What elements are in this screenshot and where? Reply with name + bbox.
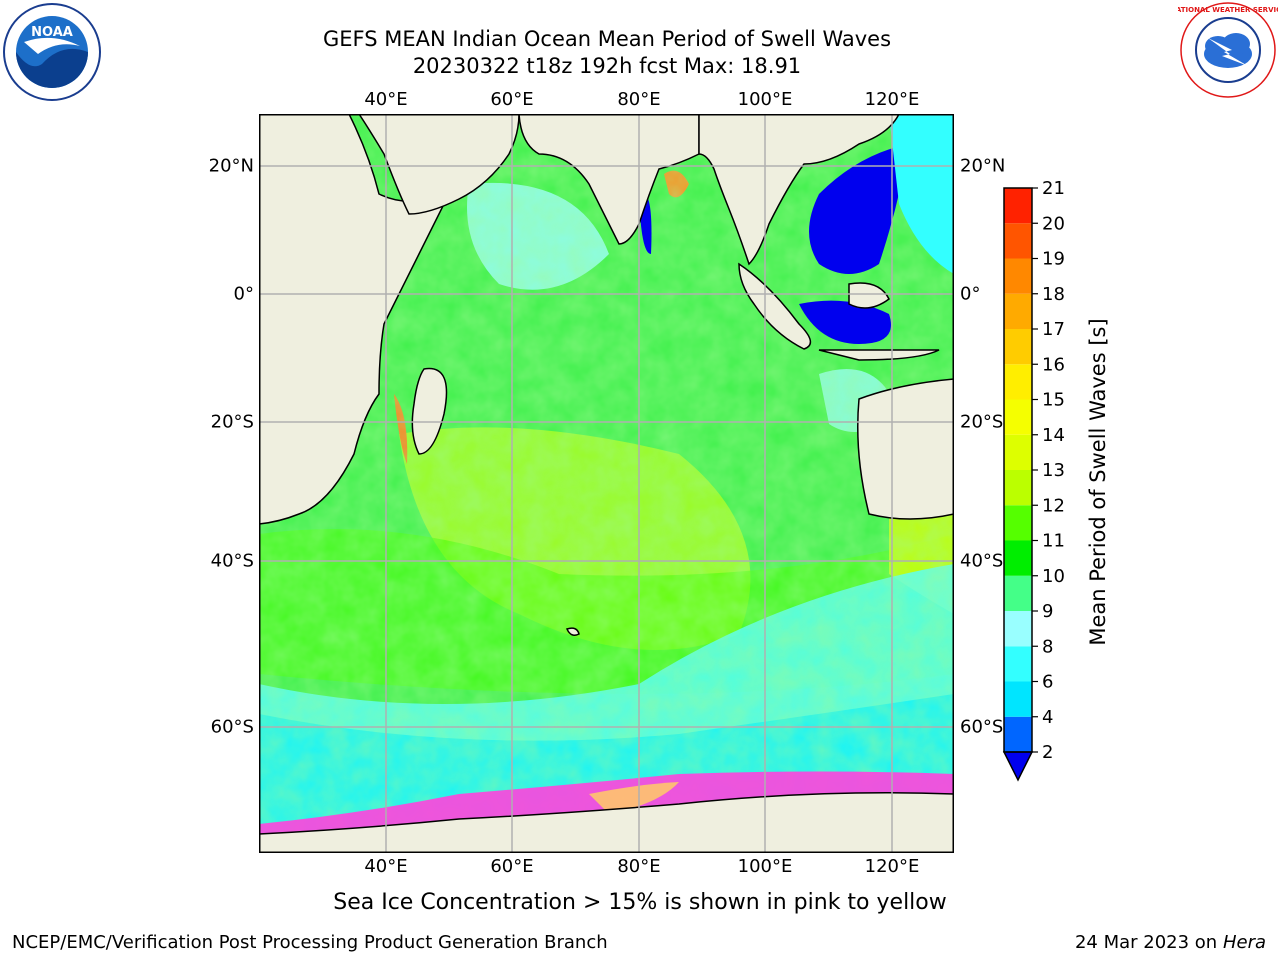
lon-tick-top-120: 120°E bbox=[864, 89, 920, 110]
lat-tick-left-40s: 40°S bbox=[210, 550, 254, 572]
nws-logo-icon: NATIONAL WEATHER SERVICE bbox=[1178, 2, 1278, 98]
colorbar-tick-label: 19 bbox=[1042, 249, 1065, 270]
land-antarctica bbox=[259, 792, 954, 853]
colorbar-swatch bbox=[1004, 470, 1032, 506]
lon-tick-bottom-40: 40°E bbox=[364, 856, 408, 877]
noaa-logo-icon: NOAA bbox=[3, 3, 101, 101]
lat-tick-right-60s: 60°S bbox=[960, 716, 1004, 738]
land-kerguelen bbox=[565, 627, 580, 636]
lat-tick-right-40s: 40°S bbox=[960, 550, 1004, 572]
lat-tick-right-20s: 20°S bbox=[960, 411, 1004, 433]
colorbar-swatch bbox=[1004, 188, 1032, 224]
footer-date: 24 Mar 2023 on Hera bbox=[1074, 932, 1266, 953]
colorbar-under-arrow bbox=[1002, 751, 1034, 782]
colorbar-tick-label: 2 bbox=[1042, 742, 1053, 763]
period-zone-java-sea bbox=[799, 300, 891, 344]
colorbar-tick-label: 16 bbox=[1042, 354, 1065, 375]
colorbar-swatch bbox=[1004, 399, 1032, 435]
land-borneo bbox=[848, 282, 890, 309]
colorbar-tick-label: 9 bbox=[1042, 601, 1053, 622]
colorbar: 2 4 6 8 9 10 11 12 13 14 15 16 17 18 19 20 21 bbox=[1002, 180, 1065, 782]
sea-ice-band-yellow bbox=[589, 782, 679, 814]
colorbar-tick-label: 6 bbox=[1042, 672, 1053, 693]
land-sumatra bbox=[738, 262, 812, 350]
colorbar-tick-label: 12 bbox=[1042, 495, 1065, 516]
colorbar-tick-label: 21 bbox=[1042, 180, 1065, 199]
lon-tick-bottom-100: 100°E bbox=[737, 856, 793, 877]
lat-tick-left-60s: 60°S bbox=[210, 716, 254, 738]
swell-period-map bbox=[259, 114, 954, 853]
lon-tick-top-40: 40°E bbox=[364, 89, 408, 110]
period-zone-pacific-edge bbox=[889, 114, 954, 274]
lat-tick-right-0: 0° bbox=[960, 283, 981, 305]
colorbar-tick-label: 14 bbox=[1042, 425, 1065, 446]
lon-tick-bottom-80: 80°E bbox=[617, 856, 661, 877]
land-india bbox=[518, 114, 700, 245]
land-indonesia-east bbox=[818, 349, 940, 361]
colorbar-tick-label: 4 bbox=[1042, 707, 1053, 728]
colorbar-tick-label: 11 bbox=[1042, 531, 1065, 552]
lon-tick-top-100: 100°E bbox=[737, 89, 793, 110]
colorbar-tick-label: 15 bbox=[1042, 390, 1065, 411]
colorbar-tick-label: 18 bbox=[1042, 284, 1065, 305]
colorbar-swatch bbox=[1004, 505, 1032, 541]
land-australia bbox=[857, 378, 954, 520]
colorbar-swatch bbox=[1004, 223, 1032, 259]
colorbar-label: Mean Period of Swell Waves [s] bbox=[1086, 318, 1110, 646]
lon-tick-bottom-120: 120°E bbox=[864, 856, 920, 877]
colorbar-swatch bbox=[1004, 681, 1032, 717]
period-zone-south-china-sea bbox=[809, 144, 909, 274]
colorbar-tick-label: 20 bbox=[1042, 213, 1065, 234]
land-se-asia bbox=[698, 114, 900, 266]
footer-machine: Hera bbox=[1222, 932, 1266, 953]
colorbar-swatch bbox=[1004, 646, 1032, 682]
colorbar-swatch bbox=[1004, 434, 1032, 470]
colorbar-tick-label: 13 bbox=[1042, 460, 1065, 481]
footer-credit: NCEP/EMC/Verification Post Processing Pr… bbox=[12, 932, 608, 953]
lat-tick-right-20n: 20°N bbox=[960, 155, 1006, 177]
lat-tick-left-20n: 20°N bbox=[208, 155, 254, 177]
colorbar-tick-label: 10 bbox=[1042, 566, 1065, 587]
colorbar-tick-label: 17 bbox=[1042, 319, 1065, 340]
colorbar-swatch bbox=[1004, 364, 1032, 400]
lon-tick-top-80: 80°E bbox=[617, 89, 661, 110]
chart-title: GEFS MEAN Indian Ocean Mean Period of Sw… bbox=[322, 27, 892, 51]
land bbox=[259, 114, 954, 853]
lon-tick-bottom-60: 60°E bbox=[490, 856, 534, 877]
colorbar-swatch bbox=[1004, 540, 1032, 576]
noaa-logo-text: NOAA bbox=[31, 25, 73, 40]
lon-tick-top-60: 60°E bbox=[490, 89, 534, 110]
graticule bbox=[259, 114, 954, 853]
colorbar-tick-label: 8 bbox=[1042, 636, 1053, 657]
colorbar-swatch bbox=[1004, 329, 1032, 365]
colorbar-swatch bbox=[1004, 258, 1032, 294]
lat-tick-left-0: 0° bbox=[233, 283, 254, 305]
colorbar-swatch bbox=[1004, 293, 1032, 329]
colorbar-swatch bbox=[1004, 716, 1032, 752]
lat-tick-left-20s: 20°S bbox=[210, 411, 254, 433]
sea-ice-note: Sea Ice Concentration > 15% is shown in … bbox=[333, 890, 947, 915]
land-madagascar bbox=[411, 367, 448, 455]
chart-subtitle: 20230322 t18z 192h fcst Max: 18.91 bbox=[412, 54, 802, 78]
nws-logo-text: NATIONAL WEATHER SERVICE bbox=[1178, 6, 1278, 14]
colorbar-swatch bbox=[1004, 611, 1032, 647]
colorbar-swatch bbox=[1004, 575, 1032, 611]
